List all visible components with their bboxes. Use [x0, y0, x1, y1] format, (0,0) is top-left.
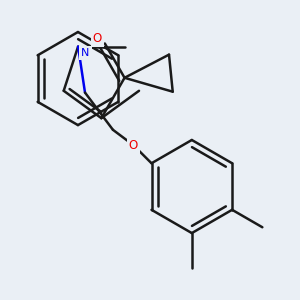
Text: O: O	[129, 139, 138, 152]
Text: N: N	[81, 48, 90, 58]
Text: O: O	[93, 32, 102, 45]
